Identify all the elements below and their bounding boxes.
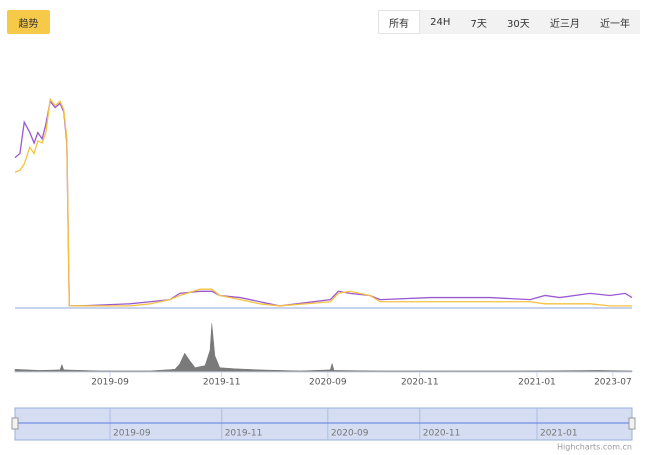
trend-button[interactable]: 趋势: [7, 10, 50, 34]
range-button[interactable]: 30天: [507, 18, 530, 30]
x-tick-label: 2023-07: [594, 378, 632, 388]
x-tick-label: 2020-09: [309, 378, 347, 388]
navigator-tick-label: 2020-11: [423, 429, 461, 439]
x-tick-label: 2021-01: [518, 378, 556, 388]
price-line: [14, 99, 633, 307]
range-button[interactable]: 所有: [378, 10, 421, 34]
price-line: [14, 97, 632, 307]
x-tick-label: 2019-11: [203, 378, 241, 388]
credits: Highcharts.com.cn: [557, 443, 632, 452]
navigator: [14, 407, 633, 441]
navigator-tick-label: 2019-09: [113, 429, 151, 439]
navigator-tick-label: 2021-01: [540, 429, 578, 439]
range-button[interactable]: 近一年: [599, 18, 630, 30]
range-button[interactable]: 24H: [430, 16, 451, 28]
range-button[interactable]: 近三月: [549, 18, 580, 30]
navigator-handle[interactable]: [628, 417, 636, 430]
navigator-handle[interactable]: [11, 417, 19, 430]
range-button[interactable]: 7天: [470, 18, 487, 30]
volume-area: [14, 323, 633, 373]
range-selector: 所有 24H 7天 30天 近三月 近一年: [378, 10, 640, 34]
x-tick-label: 2020-11: [401, 378, 439, 388]
navigator-tick-label: 2020-09: [331, 429, 369, 439]
navigator-tick-label: 2019-11: [225, 429, 263, 439]
x-tick-label: 2019-09: [91, 378, 129, 388]
